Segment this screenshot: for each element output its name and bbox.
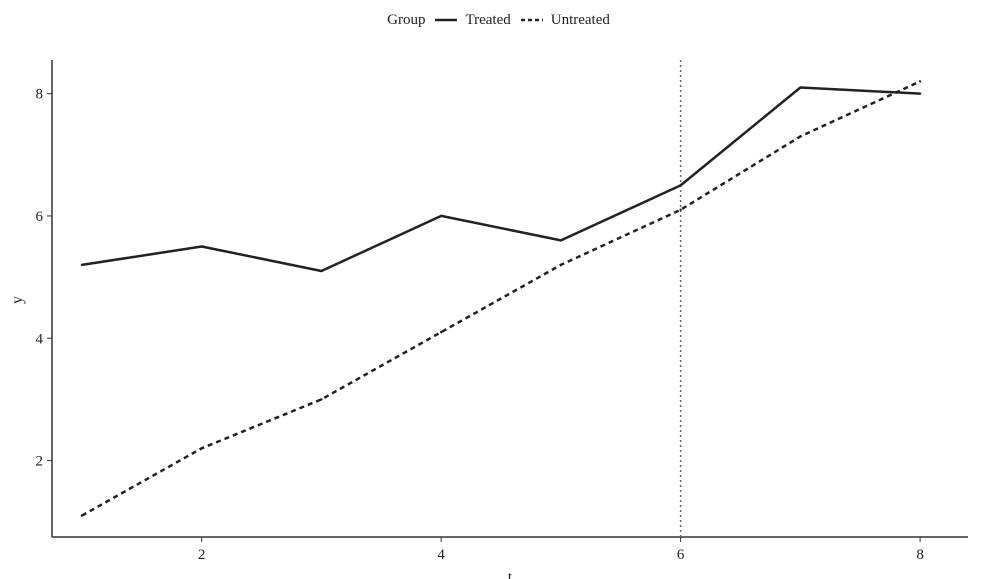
data-point-untreated [320, 398, 323, 401]
series-line-untreated [81, 80, 921, 517]
legend-label-untreated: Untreated [550, 11, 610, 28]
y-axis-title: y [9, 296, 26, 304]
data-point-treated [80, 263, 84, 267]
data-point-untreated [439, 330, 443, 334]
legend-key-untreated [520, 18, 543, 22]
y-tick-label: 8 [36, 87, 44, 103]
data-point-untreated [799, 135, 802, 138]
data-point-untreated [918, 80, 922, 83]
legend-label-treated: Treated [465, 11, 511, 28]
data-point-treated [918, 92, 922, 95]
data-point-untreated [80, 514, 84, 517]
data-point-treated [200, 245, 203, 248]
data-point-treated [799, 86, 802, 89]
data-point-untreated [679, 208, 682, 212]
x-axis-title: t [508, 569, 513, 579]
legend-item-treated: Treated [433, 11, 511, 29]
data-point-treated [559, 239, 563, 242]
x-tick-label: 2 [198, 547, 206, 563]
data-point-treated [439, 214, 443, 218]
legend-title: Group [387, 11, 426, 28]
legend-key-treated [435, 18, 458, 22]
data-point-treated [320, 269, 323, 273]
y-tick-label: 2 [36, 454, 44, 470]
data-point-untreated [200, 447, 203, 450]
x-tick-label: 4 [437, 547, 445, 563]
series-line-treated [81, 86, 921, 273]
axes: 2 4 6 8 2 4 6 8 [36, 60, 968, 563]
legend-item-untreated: Untreated [519, 12, 610, 29]
legend: Group Treated Untreated [0, 8, 997, 32]
y-tick-label: 6 [36, 209, 44, 225]
series [80, 80, 922, 517]
data-point-untreated [559, 263, 563, 267]
data-point-treated [679, 184, 682, 187]
y-tick-label: 4 [36, 331, 44, 347]
x-tick-label: 8 [916, 547, 924, 563]
x-tick-label: 6 [677, 547, 685, 563]
